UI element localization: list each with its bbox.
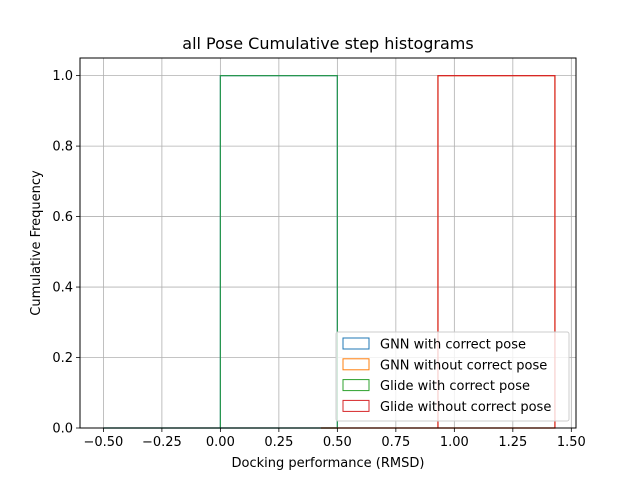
y-tick-label: 0.0: [52, 422, 73, 437]
x-tick-label: 1.25: [498, 435, 527, 450]
x-tick-label: 0.00: [206, 435, 235, 450]
x-tick-label: 0.25: [264, 435, 293, 450]
x-axis-label: Docking performance (RMSD): [232, 456, 425, 471]
y-tick-label: 0.2: [52, 351, 73, 366]
x-tick-label: −0.25: [142, 435, 182, 450]
x-tick-label: −0.50: [83, 435, 123, 450]
x-tick-label: 1.00: [440, 435, 469, 450]
legend-label: Glide with correct pose: [380, 379, 530, 394]
legend-swatch: [342, 337, 370, 350]
legend-swatch: [342, 379, 370, 392]
chart-title: all Pose Cumulative step histograms: [182, 34, 473, 53]
legend-swatch: [342, 358, 370, 371]
legend: GNN with correct pose GNN without correct…: [335, 331, 570, 422]
x-tick-label: 1.50: [557, 435, 586, 450]
x-tick-label: 0.75: [381, 435, 410, 450]
legend-entries: GNN with correct pose GNN without correct…: [342, 337, 551, 415]
legend-box: [335, 331, 570, 422]
x-tick-label: 0.50: [323, 435, 352, 450]
y-tick-label: 0.6: [52, 210, 73, 225]
y-tick-label: 0.4: [52, 281, 73, 296]
legend-swatch: [342, 399, 370, 412]
y-tick-label: 1.0: [52, 69, 73, 84]
legend-label: GNN without correct pose: [380, 358, 547, 373]
legend-label: GNN with correct pose: [380, 338, 526, 353]
y-tick-label: 0.8: [52, 140, 73, 155]
y-axis-ticks: 0.0 0.2 0.4 0.6 0.8 1.0: [52, 69, 80, 437]
x-axis-ticks: −0.50 −0.25 0.00 0.25 0.50 0.75 1.00 1.25 1.50: [83, 428, 586, 450]
plot-frame: [79, 57, 577, 429]
legend-label: Glide without correct pose: [380, 400, 551, 415]
y-axis-label: Cumulative Frequency: [29, 170, 44, 316]
